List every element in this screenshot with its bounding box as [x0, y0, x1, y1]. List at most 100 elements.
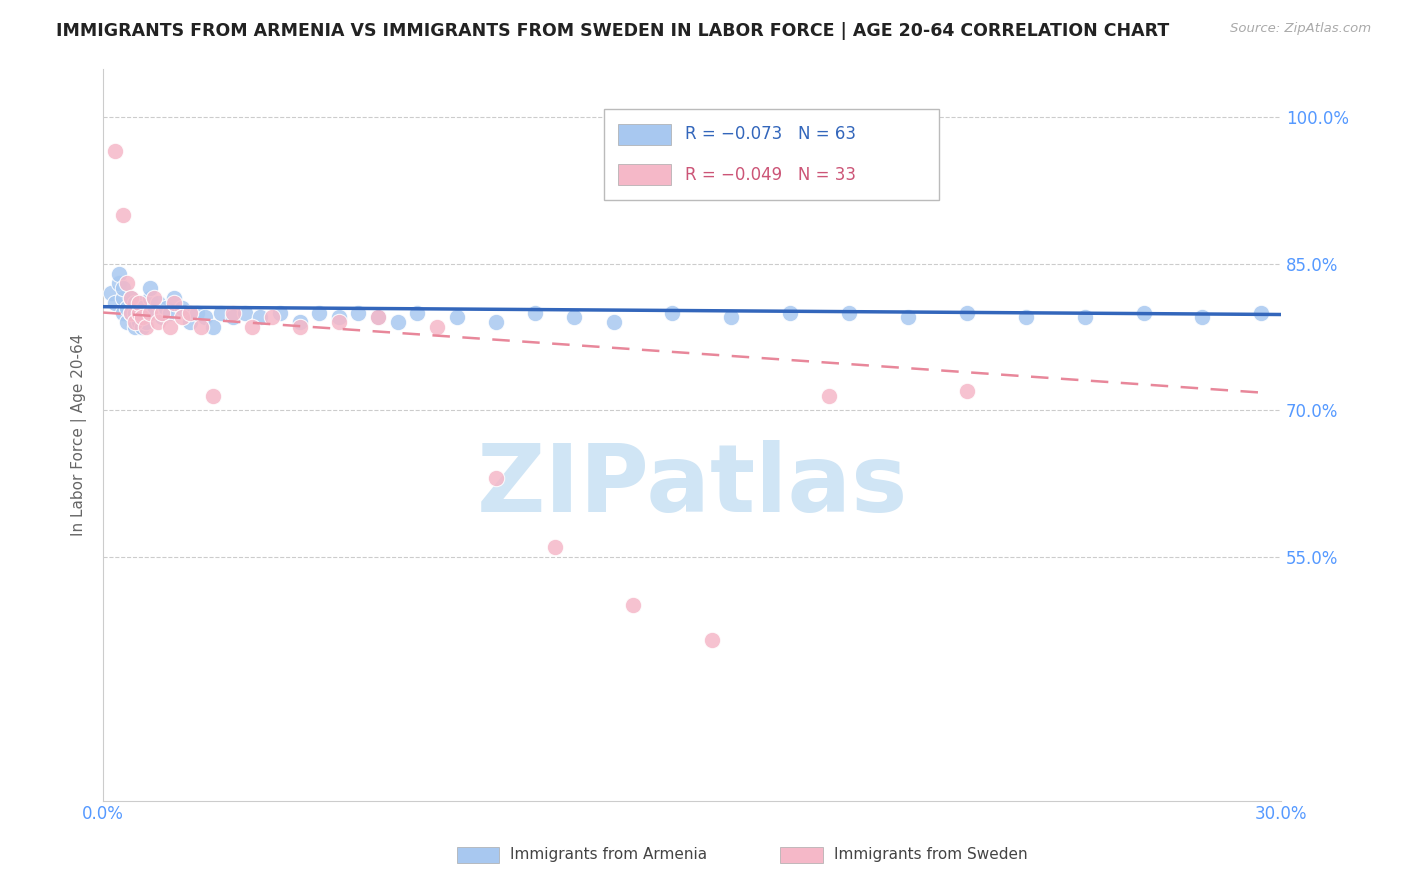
FancyBboxPatch shape [603, 109, 939, 201]
Point [131, 301, 153, 315]
Point [108, 277, 131, 291]
Point [249, 310, 271, 325]
Point [1073, 310, 1095, 325]
Point [139, 291, 162, 305]
Point [190, 320, 212, 334]
Text: Immigrants from Armenia: Immigrants from Armenia [510, 847, 707, 862]
Point [242, 320, 264, 334]
Point [135, 315, 157, 329]
Point [100, 286, 122, 301]
Point [485, 315, 508, 329]
Point [202, 320, 225, 334]
Point [1015, 310, 1038, 325]
Point [269, 305, 291, 319]
Point [562, 310, 585, 325]
Point [111, 208, 134, 222]
Point [108, 267, 131, 281]
Point [288, 315, 311, 329]
Point [328, 310, 350, 325]
Point [544, 540, 567, 554]
Point [233, 305, 256, 319]
Y-axis label: In Labor Force | Age 20-64: In Labor Force | Age 20-64 [72, 334, 87, 536]
Point [128, 295, 150, 310]
Point [124, 295, 146, 310]
Point [720, 310, 742, 325]
Point [120, 291, 142, 305]
Point [838, 305, 860, 319]
Point [194, 310, 217, 325]
Point [111, 291, 134, 305]
Point [139, 281, 162, 295]
Point [120, 305, 142, 319]
Point [328, 315, 350, 329]
Point [135, 305, 157, 319]
Point [406, 305, 429, 319]
Point [146, 295, 169, 310]
Point [602, 315, 624, 329]
Point [124, 315, 146, 329]
Point [150, 310, 173, 325]
Point [956, 384, 979, 398]
Point [179, 305, 201, 319]
Point [115, 301, 138, 315]
Point [1250, 305, 1272, 319]
Point [143, 305, 166, 319]
Text: IMMIGRANTS FROM ARMENIA VS IMMIGRANTS FROM SWEDEN IN LABOR FORCE | AGE 20-64 COR: IMMIGRANTS FROM ARMENIA VS IMMIGRANTS FR… [56, 22, 1170, 40]
Point [124, 320, 146, 334]
Point [1191, 310, 1213, 325]
Point [131, 310, 153, 325]
Point [897, 310, 920, 325]
Point [367, 310, 389, 325]
Point [209, 305, 232, 319]
Point [288, 320, 311, 334]
Point [155, 301, 177, 315]
Text: Source: ZipAtlas.com: Source: ZipAtlas.com [1230, 22, 1371, 36]
Point [115, 277, 138, 291]
Point [387, 315, 409, 329]
Point [202, 388, 225, 402]
Point [308, 305, 330, 319]
Point [779, 305, 801, 319]
Point [163, 295, 186, 310]
Point [150, 305, 173, 319]
Point [621, 599, 644, 613]
Point [111, 305, 134, 319]
Point [104, 295, 127, 310]
Point [956, 305, 979, 319]
Point [1132, 305, 1154, 319]
Point [143, 291, 166, 305]
Text: R = −0.073   N = 63: R = −0.073 N = 63 [685, 126, 856, 144]
Point [139, 305, 162, 319]
Point [163, 291, 186, 305]
Point [222, 305, 245, 319]
Point [186, 305, 208, 319]
Text: ZIPatlas: ZIPatlas [477, 440, 908, 532]
Point [159, 305, 181, 319]
Point [135, 320, 157, 334]
Point [524, 305, 547, 319]
Point [131, 310, 153, 325]
Point [128, 315, 150, 329]
FancyBboxPatch shape [617, 124, 671, 145]
Text: Immigrants from Sweden: Immigrants from Sweden [834, 847, 1028, 862]
Point [661, 305, 683, 319]
Point [111, 281, 134, 295]
Point [170, 301, 193, 315]
Point [120, 291, 142, 305]
Point [260, 310, 283, 325]
Point [131, 320, 153, 334]
Point [700, 632, 723, 647]
Point [124, 305, 146, 319]
Point [128, 305, 150, 319]
Point [818, 388, 841, 402]
Point [347, 305, 370, 319]
Point [485, 471, 508, 485]
Point [170, 310, 193, 325]
Point [120, 305, 142, 319]
Point [159, 320, 181, 334]
Point [179, 315, 201, 329]
Point [128, 295, 150, 310]
Point [222, 310, 245, 325]
FancyBboxPatch shape [617, 164, 671, 185]
Point [128, 305, 150, 319]
